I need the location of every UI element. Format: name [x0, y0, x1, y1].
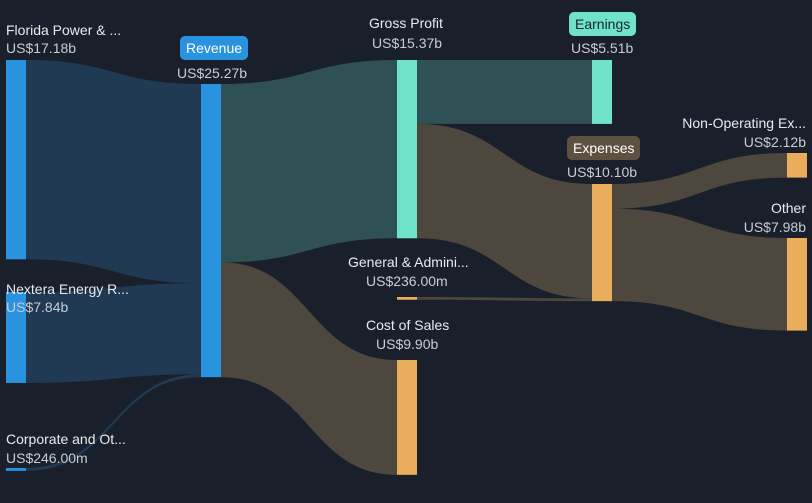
node-label-fpl: Florida Power & ...	[6, 22, 122, 38]
node-value-other: US$7.98b	[743, 219, 806, 235]
link-expenses-other	[612, 208, 787, 331]
link-revenue-cos	[221, 262, 397, 475]
node-label-expenses: Expenses	[567, 136, 641, 160]
node-label-nextera: Nextera Energy R...	[6, 281, 129, 297]
link-fpl-revenue	[26, 60, 201, 284]
node-value-corporate: US$246.00m	[6, 450, 88, 466]
node-bar-ga	[397, 297, 417, 300]
node-bar-revenue	[201, 84, 221, 378]
link-ner-revenue	[26, 283, 201, 383]
node-label-other: Other	[770, 200, 806, 216]
node-bar-nonop	[787, 153, 807, 178]
node-bar-cos	[397, 360, 417, 475]
node-value-fpl: US$17.18b	[6, 40, 77, 56]
node-label-earnings: Earnings	[569, 12, 637, 36]
node-bar-gross	[397, 60, 417, 239]
node-value-cost-of-sales: US$9.90b	[376, 336, 439, 352]
node-bar-expenses	[592, 184, 612, 302]
node-label-corporate: Corporate and Ot...	[6, 431, 126, 447]
node-value-gross-profit: US$15.37b	[372, 35, 443, 51]
node-label-general-admin: General & Admini...	[348, 254, 469, 270]
node-label-revenue: Revenue	[180, 36, 249, 60]
node-bar-earnings	[592, 60, 612, 124]
node-value-non-operating: US$2.12b	[743, 134, 806, 150]
node-bar-ner	[6, 292, 26, 383]
node-value-expenses: US$10.10b	[567, 164, 638, 180]
node-value-revenue: US$25.27b	[177, 65, 248, 81]
node-label-gross-profit: Gross Profit	[369, 15, 443, 31]
node-label-non-operating: Non-Operating Ex...	[682, 115, 806, 131]
node-bar-other	[787, 238, 807, 331]
link-gross-earnings	[417, 60, 592, 124]
link-expenses-nonop	[612, 153, 787, 209]
link-ga-expenses	[417, 297, 592, 302]
node-value-general-admin: US$236.00m	[366, 273, 448, 289]
link-revenue-gross	[221, 60, 397, 263]
node-label-cost-of-sales: Cost of Sales	[366, 317, 450, 333]
node-bar-corp	[6, 468, 26, 471]
link-corp-revenue	[26, 374, 201, 471]
node-bar-fpl	[6, 60, 26, 260]
node-value-nextera: US$7.84b	[6, 299, 69, 315]
node-value-earnings: US$5.51b	[571, 40, 634, 56]
link-gross-expenses	[417, 123, 592, 299]
